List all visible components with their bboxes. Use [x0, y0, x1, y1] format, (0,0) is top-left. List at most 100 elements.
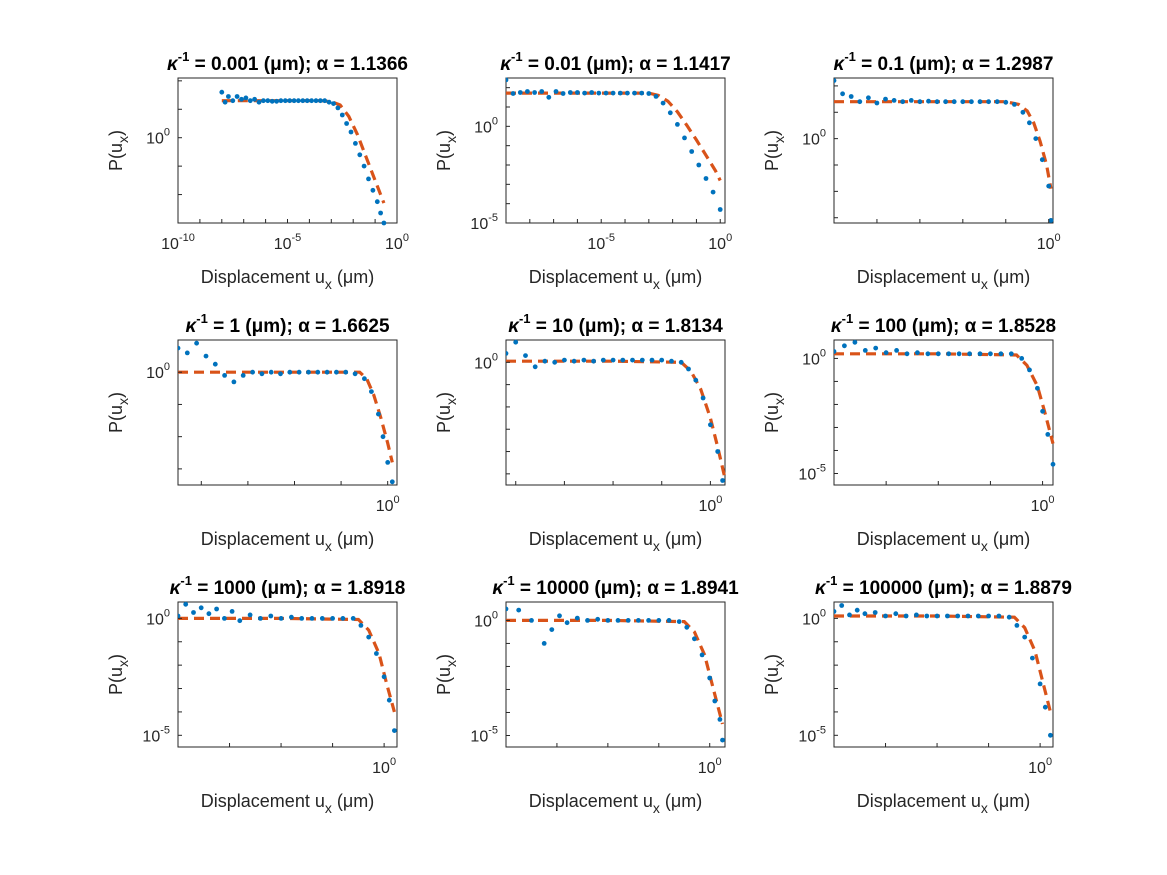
panel-8-y-tick-label: 100 — [474, 609, 498, 630]
panel-5-data-point — [708, 422, 713, 428]
panel-3-data-point — [834, 78, 837, 83]
panel-6-data-point — [1027, 367, 1032, 373]
panel-4-data-point — [362, 376, 367, 382]
panel-1-plot-area — [219, 89, 387, 226]
panel-8-data-point — [707, 675, 713, 681]
panel-2-plot-area — [506, 77, 723, 212]
panel-3-data-point — [943, 99, 948, 105]
panel-1-data-point — [318, 98, 323, 104]
panel-8-data-point — [564, 620, 570, 626]
panel-2-data-point — [710, 189, 716, 195]
panel-9-data-point — [934, 613, 940, 619]
panel-7-data-point — [350, 616, 356, 621]
panel-9-data-point — [924, 613, 930, 619]
panel-9-x-tick-label: 100 — [1028, 756, 1052, 777]
panel-3-data-point — [951, 99, 957, 105]
panel-3-title: κ-1 = 0.1 (μm); α = 1.2987 — [834, 49, 1054, 75]
panel-4-data-point — [203, 353, 209, 359]
panel-7-title: κ-1 = 1000 (μm); α = 1.8918 — [170, 573, 406, 599]
panel-1-data-point — [282, 98, 288, 104]
panel-7-data-point — [366, 634, 372, 640]
panel-7-axes-box — [177, 601, 398, 748]
panel-1-data-point — [256, 99, 262, 105]
panel-2-fit-line — [506, 91, 722, 182]
panel-4-y-axis-label: P(ux) — [106, 392, 131, 433]
panel-3-data-point — [891, 98, 897, 103]
panel-9-data-point — [996, 613, 1002, 619]
panel-6-data-point — [834, 349, 837, 354]
panel-9-data-point — [883, 613, 888, 619]
panel-2-data-point — [575, 90, 580, 95]
panel-8-data-point — [666, 618, 672, 623]
panel-3-x-axis-label: Displacement ux (μm) — [857, 267, 1030, 292]
panel-3-data-point — [1046, 183, 1052, 189]
panel-5-data-point — [686, 366, 691, 372]
panel-7-data-point — [178, 613, 181, 619]
panel-5-data-point — [552, 359, 558, 365]
panel-8-data-point — [585, 618, 590, 623]
panel-6-data-point — [1050, 461, 1056, 467]
panel-5-data-point — [720, 478, 725, 483]
panel-7-data-point — [392, 728, 397, 733]
panel-7-data-point — [198, 605, 204, 611]
panel-4-data-point — [250, 369, 256, 375]
panel-6-x-tick-label: 100 — [1031, 494, 1055, 515]
panel-4-data-point — [306, 369, 311, 375]
panel-4-data-point — [212, 361, 218, 367]
panel-2-data-point — [617, 90, 623, 96]
panel-6-data-point — [915, 350, 920, 356]
panel-3-data-point — [934, 99, 940, 105]
panel-6-data-point — [894, 348, 899, 353]
panel-8-data-point — [549, 627, 555, 632]
panel-5-data-point — [678, 359, 684, 365]
panel-1-data-point — [287, 98, 293, 104]
panel-7-plot-area — [178, 601, 397, 733]
panel-3-y-tick-label: 100 — [802, 128, 826, 149]
panel-6-title: κ-1 = 100 (μm); α = 1.8528 — [831, 311, 1056, 337]
panel-4-data-point — [376, 411, 381, 417]
panel-5-axes-box — [505, 339, 726, 486]
panel-2-x-tick-label: 100 — [708, 232, 732, 253]
panel-4-data-point — [194, 340, 200, 346]
panel-5-x-axis-label: Displacement ux (μm) — [529, 529, 702, 554]
panel-5-data-point — [532, 364, 538, 370]
panel-9-plot-area — [834, 603, 1053, 738]
panel-9-data-point — [975, 613, 981, 619]
panel-9-x-axis-label: Displacement ux (μm) — [857, 791, 1030, 816]
panel-3-data-point — [986, 99, 991, 105]
panel-1-data-point — [348, 129, 354, 135]
panel-9-data-point — [903, 613, 909, 619]
panel-9-data-point — [839, 603, 845, 608]
panel-3-y-axis-label: P(ux) — [762, 130, 787, 171]
panel-9-data-point — [1042, 704, 1048, 710]
panel-5-y-tick-label: 100 — [474, 351, 498, 372]
panel-5: 100 100 κ-1 = 10 (μm); α = 1.8134 Displacem… — [434, 311, 727, 554]
panel-3-data-point — [1020, 109, 1026, 115]
panel-7-data-point — [319, 616, 325, 621]
panel-6-y-axis-label: P(ux) — [762, 392, 787, 433]
panel-5-y-axis-label: P(ux) — [434, 392, 459, 433]
panel-8-title: κ-1 = 10000 (μm); α = 1.8941 — [492, 573, 739, 599]
panel-6-data-point — [946, 351, 952, 357]
panel-3-data-point — [840, 91, 845, 97]
panel-4-data-point — [296, 369, 302, 375]
panel-5-data-point — [562, 357, 567, 363]
panel-1-x-tick-label: 10-10 — [161, 232, 195, 253]
panel-3-data-point — [874, 100, 880, 106]
panel-1-data-point — [366, 176, 371, 182]
panel-6-data-point — [998, 351, 1004, 357]
panel-7-data-point — [247, 612, 253, 618]
panel-4-y-tick-label: 100 — [146, 361, 170, 382]
panel-6-data-point — [1008, 351, 1014, 357]
panel-4-data-point — [222, 373, 228, 378]
panel-2-data-point — [696, 162, 702, 168]
panel-7-y-axis-label: P(ux) — [106, 654, 131, 695]
panel-2-data-point — [553, 89, 559, 94]
panel-4-data-point — [334, 369, 339, 375]
panel-8-data-point — [656, 618, 662, 623]
panel-4-data-point — [278, 371, 283, 377]
panel-8-data-point — [712, 698, 718, 704]
panel-6-data-point — [1045, 432, 1051, 437]
panel-5-data-point — [542, 358, 548, 364]
